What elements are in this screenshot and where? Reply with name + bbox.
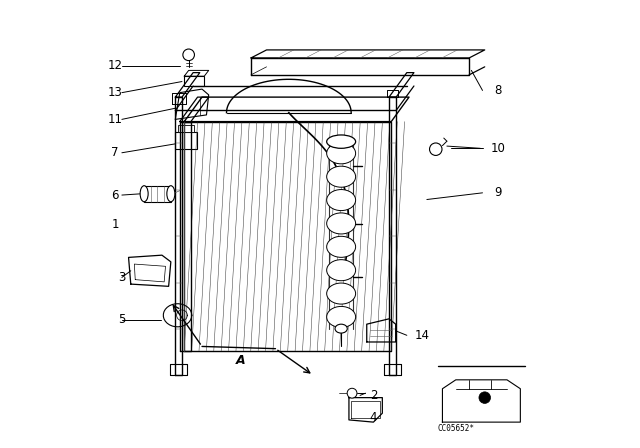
Text: A: A bbox=[236, 354, 245, 367]
Ellipse shape bbox=[140, 186, 148, 202]
Text: 6: 6 bbox=[111, 189, 119, 202]
Text: 4: 4 bbox=[370, 411, 377, 424]
Ellipse shape bbox=[326, 306, 356, 327]
Ellipse shape bbox=[326, 213, 356, 234]
Ellipse shape bbox=[326, 135, 356, 148]
Ellipse shape bbox=[167, 186, 175, 202]
Ellipse shape bbox=[335, 324, 348, 333]
Text: 9: 9 bbox=[494, 186, 502, 199]
Text: 14: 14 bbox=[415, 329, 430, 342]
Circle shape bbox=[429, 143, 442, 155]
Circle shape bbox=[183, 49, 195, 60]
Ellipse shape bbox=[326, 166, 356, 187]
Ellipse shape bbox=[326, 236, 356, 257]
Text: 12: 12 bbox=[108, 60, 123, 73]
Bar bbox=[175, 132, 196, 149]
Circle shape bbox=[479, 392, 490, 404]
Text: 11: 11 bbox=[108, 113, 123, 126]
Circle shape bbox=[347, 388, 357, 398]
Text: 2: 2 bbox=[370, 389, 377, 402]
Ellipse shape bbox=[326, 190, 356, 211]
Bar bbox=[184, 76, 204, 86]
Text: 1: 1 bbox=[111, 217, 119, 231]
Ellipse shape bbox=[326, 260, 356, 281]
Ellipse shape bbox=[326, 283, 356, 304]
Text: 10: 10 bbox=[491, 142, 506, 155]
Text: 5: 5 bbox=[118, 313, 125, 326]
Text: CC05652*: CC05652* bbox=[438, 424, 475, 433]
Text: 13: 13 bbox=[108, 86, 123, 99]
Ellipse shape bbox=[326, 143, 356, 164]
Bar bbox=[144, 186, 171, 202]
Text: 8: 8 bbox=[495, 84, 502, 97]
Text: 3: 3 bbox=[118, 271, 125, 284]
Bar bbox=[177, 125, 195, 132]
Text: 7: 7 bbox=[111, 146, 119, 159]
